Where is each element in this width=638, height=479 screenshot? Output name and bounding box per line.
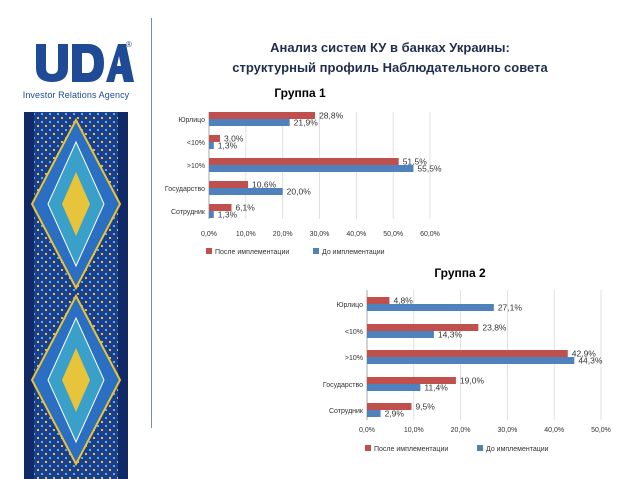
x-tick-label: 20,0% [451,427,471,434]
data-label: 4,8% [393,296,413,306]
logo: ® Investor Relations Agency [0,0,152,112]
title-line-1: Анализ систем КУ в банках Украины: [270,40,510,55]
legend-label: До имплементации [322,249,385,256]
bar [367,350,568,357]
x-tick-label: 50,0% [591,427,611,434]
category-label: Сотрудник [171,209,206,216]
legend-swatch [206,248,212,254]
data-label: 28,8% [319,111,344,121]
x-tick-label: 60,0% [420,231,440,238]
bar [367,304,494,311]
bar [209,119,290,126]
data-label: 1,3% [218,210,238,220]
x-tick-label: 40,0% [346,231,366,238]
bar [209,211,214,218]
data-label: 23,8% [482,323,507,333]
data-label: 11,4% [424,383,448,393]
legend-label: До имплементации [486,446,549,453]
title-line-2: структурный профиль Наблюдательного сове… [232,60,548,75]
data-label: 19,0% [460,376,485,386]
data-label: 21,9% [294,118,319,128]
data-label: 14,3% [438,330,463,340]
logo-subtitle: Investor Relations Agency [22,90,130,100]
registered-mark: ® [126,40,132,49]
x-tick-label: 40,0% [544,427,564,434]
x-tick-label: 10,0% [236,231,256,238]
category-label: Государство [323,382,363,389]
bar [209,142,214,149]
bar [209,158,399,165]
bar [209,204,232,211]
data-label: 44,3% [578,356,603,366]
bar [367,403,412,410]
category-label: Сотрудник [329,408,364,415]
category-label: Государство [165,186,205,193]
x-tick-label: 10,0% [404,427,424,434]
legend-swatch [477,445,483,451]
data-label: 55,5% [417,164,442,174]
x-tick-label: 0,0% [359,427,375,434]
chart-title: Группа 1 [274,86,326,100]
sidebar: ® Investor Relations Agency [0,0,152,479]
category-label: >10% [187,163,205,170]
category-label: <10% [345,329,363,336]
chart-title: Группа 2 [434,266,486,280]
data-label: 2,9% [385,409,405,419]
data-label: 3,0% [224,134,244,144]
data-label: 9,5% [415,402,435,412]
category-label: Юрлицо [336,302,363,309]
vertical-divider [151,18,152,428]
bar [209,135,221,142]
legend-label: После имплементации [215,249,289,256]
x-tick-label: 20,0% [273,231,293,238]
bar [367,357,575,364]
embroidery-ornament [24,112,128,479]
legend-label: После имплементации [374,446,448,453]
bar [367,324,479,331]
bar [209,188,283,195]
data-label: 6,1% [235,203,255,213]
x-tick-label: 0,0% [201,231,217,238]
data-label: 10,6% [252,180,277,190]
x-tick-label: 50,0% [383,231,403,238]
data-label: 51,5% [403,157,428,167]
logo-wordmark-graphic [36,44,134,82]
bar [367,377,456,384]
x-tick-label: 30,0% [497,427,517,434]
bar [367,331,434,338]
bar [367,297,390,304]
data-label: 1,3% [218,141,238,151]
bar [209,112,316,119]
page-title: Анализ систем КУ в банках Украины: струк… [190,38,590,78]
data-label: 27,1% [498,303,523,313]
bar [209,181,249,188]
bar [367,384,421,391]
legend-swatch [313,248,319,254]
category-label: <10% [187,140,205,147]
bar [209,165,414,172]
data-label: 20,0% [287,187,312,197]
legend-swatch [365,445,371,451]
data-label: 42,9% [572,349,597,359]
category-label: Юрлицо [178,117,205,124]
x-tick-label: 30,0% [310,231,330,238]
category-label: >10% [345,355,363,362]
bar [367,410,381,417]
